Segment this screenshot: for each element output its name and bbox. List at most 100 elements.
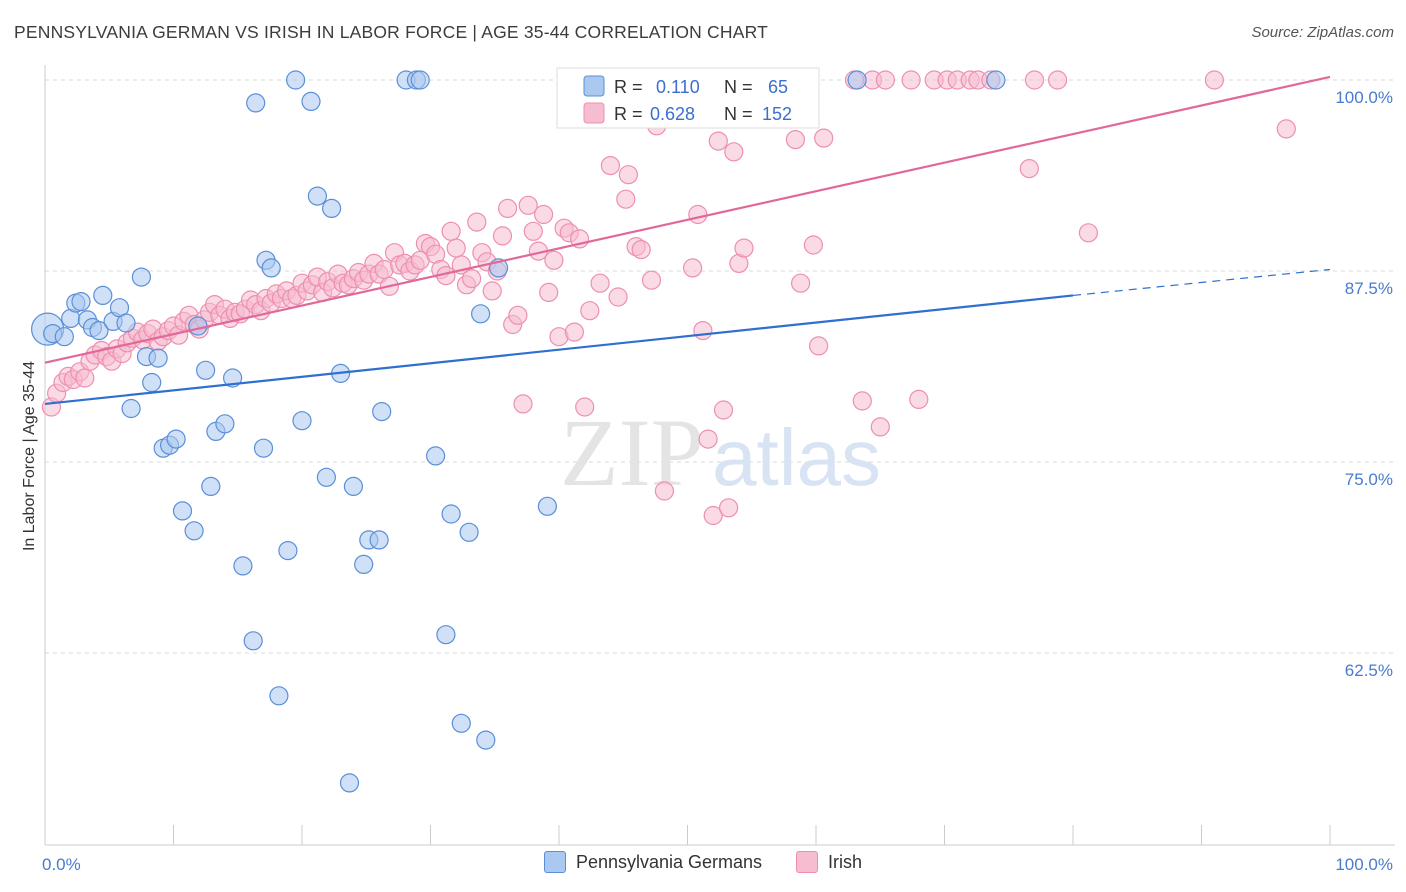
pennsylvania-german-point	[986, 70, 1006, 90]
irish-point	[1047, 70, 1068, 90]
pennsylvania-german-point	[307, 186, 327, 206]
pennsylvania-german-point	[459, 522, 479, 542]
pennsylvania-german-point	[316, 467, 336, 487]
irish-point	[909, 389, 929, 409]
legend-r-label-1: R =	[614, 77, 643, 97]
pennsylvania-german-point	[172, 501, 193, 521]
pennsylvania-german-point	[322, 198, 342, 218]
irish-point	[682, 258, 703, 278]
irish-point	[1276, 119, 1296, 139]
legend-n-label-2: N =	[724, 104, 753, 124]
axis-layer: 62.5% 75.0% 87.5% 100.0%	[44, 65, 1395, 846]
pennsylvania-german-point	[93, 285, 113, 305]
y-tick-label: 100.0%	[1335, 88, 1393, 107]
chart-source: Source: ZipAtlas.com	[1251, 24, 1394, 41]
irish-point	[498, 198, 518, 218]
legend-r-value-1: 0.110	[656, 77, 700, 97]
pennsylvania-german-point	[116, 313, 136, 333]
irish-point	[1204, 70, 1225, 90]
legend-r-value-2: 0.628	[650, 104, 695, 124]
irish-point	[482, 281, 502, 301]
irish-point	[698, 429, 718, 449]
pennsylvania-german-point	[54, 327, 74, 347]
irish-point	[539, 282, 559, 302]
irish-point	[523, 221, 543, 241]
irish-point	[564, 322, 585, 342]
irish-point	[1078, 223, 1099, 243]
pennsylvania-german-point	[121, 398, 141, 419]
pennsylvania-german-point	[292, 411, 312, 431]
points-layer	[30, 70, 1296, 793]
pennsylvania-german-point	[847, 70, 867, 90]
irish-point	[513, 394, 533, 414]
pennsylvania-german-point	[269, 686, 289, 706]
legend-item-pennsylvania-germans: Pennsylvania Germans	[543, 851, 763, 873]
irish-point	[631, 240, 651, 260]
irish-trendline	[44, 75, 1331, 364]
pennsylvania-german-point	[286, 70, 306, 90]
pennsylvania-german-point	[233, 556, 253, 576]
irish-point	[544, 250, 564, 270]
pennsylvania-german-point	[89, 321, 109, 341]
irish-point	[618, 165, 639, 185]
irish-point	[1024, 70, 1045, 90]
irish-point	[724, 142, 744, 162]
pennsylvania-german-point	[188, 316, 208, 336]
pennsylvania-german-point	[131, 267, 151, 287]
irish-point	[808, 336, 829, 356]
irish-point	[901, 70, 921, 90]
legend-swatch-pink	[583, 102, 605, 124]
pennsylvania-german-trendline	[44, 294, 1074, 406]
pennsylvania-german-point	[426, 446, 446, 466]
pennsylvania-german-point	[410, 70, 430, 90]
pennsylvania-german-point	[369, 530, 389, 550]
irish-point	[688, 204, 708, 225]
irish-point	[654, 481, 675, 501]
pennsylvania-german-point	[142, 372, 162, 393]
legend-item-irish: Irish	[796, 851, 862, 873]
y-tick-label: 87.5%	[1345, 279, 1393, 298]
irish-point	[75, 368, 95, 388]
pennsylvania-german-point	[354, 554, 374, 575]
trend-layer	[44, 75, 1331, 406]
irish-point	[852, 391, 872, 411]
pennsylvania-german-point	[253, 438, 274, 458]
legend-label-pennsylvania-germans: Pennsylvania Germans	[575, 851, 763, 872]
pennsylvania-german-point	[537, 496, 558, 516]
irish-point	[575, 397, 595, 417]
pennsylvania-german-point	[243, 631, 263, 651]
irish-point	[467, 212, 487, 232]
legend-swatch-pennsylvania-germans	[543, 851, 566, 873]
pennsylvania-german-point	[301, 91, 321, 112]
watermark-atlas: atlas	[712, 413, 881, 502]
legend-n-value-2: 152	[762, 104, 792, 124]
pennsylvania-german-point	[343, 476, 363, 496]
pennsylvania-german-point	[71, 292, 91, 312]
irish-point	[708, 131, 728, 151]
pennsylvania-german-point	[471, 304, 491, 324]
irish-point	[693, 321, 713, 341]
pennsylvania-german-point	[372, 402, 392, 422]
irish-point	[441, 221, 461, 241]
y-axis-title: In Labor Force | Age 35-44	[21, 361, 38, 551]
series-legend: Pennsylvania Germans Irish	[0, 851, 1406, 873]
legend-r-label-2: R =	[614, 104, 643, 124]
irish-point	[803, 235, 824, 255]
pennsylvania-german-point	[215, 414, 235, 434]
legend-n-label-1: N =	[724, 77, 753, 97]
pennsylvania-german-point	[339, 773, 360, 793]
pennsylvania-german-point	[201, 476, 221, 496]
irish-point	[875, 70, 896, 90]
legend-swatch-blue	[583, 75, 605, 97]
irish-point	[814, 128, 834, 148]
irish-point	[590, 273, 610, 293]
legend-n-value-1: 65	[768, 77, 788, 97]
irish-point	[508, 305, 528, 325]
pennsylvania-german-point	[451, 713, 471, 733]
irish-point	[870, 417, 890, 437]
y-tick-label: 62.5%	[1345, 661, 1393, 680]
y-tick-label: 75.0%	[1345, 470, 1393, 489]
irish-point	[718, 498, 739, 518]
irish-point	[600, 156, 621, 176]
